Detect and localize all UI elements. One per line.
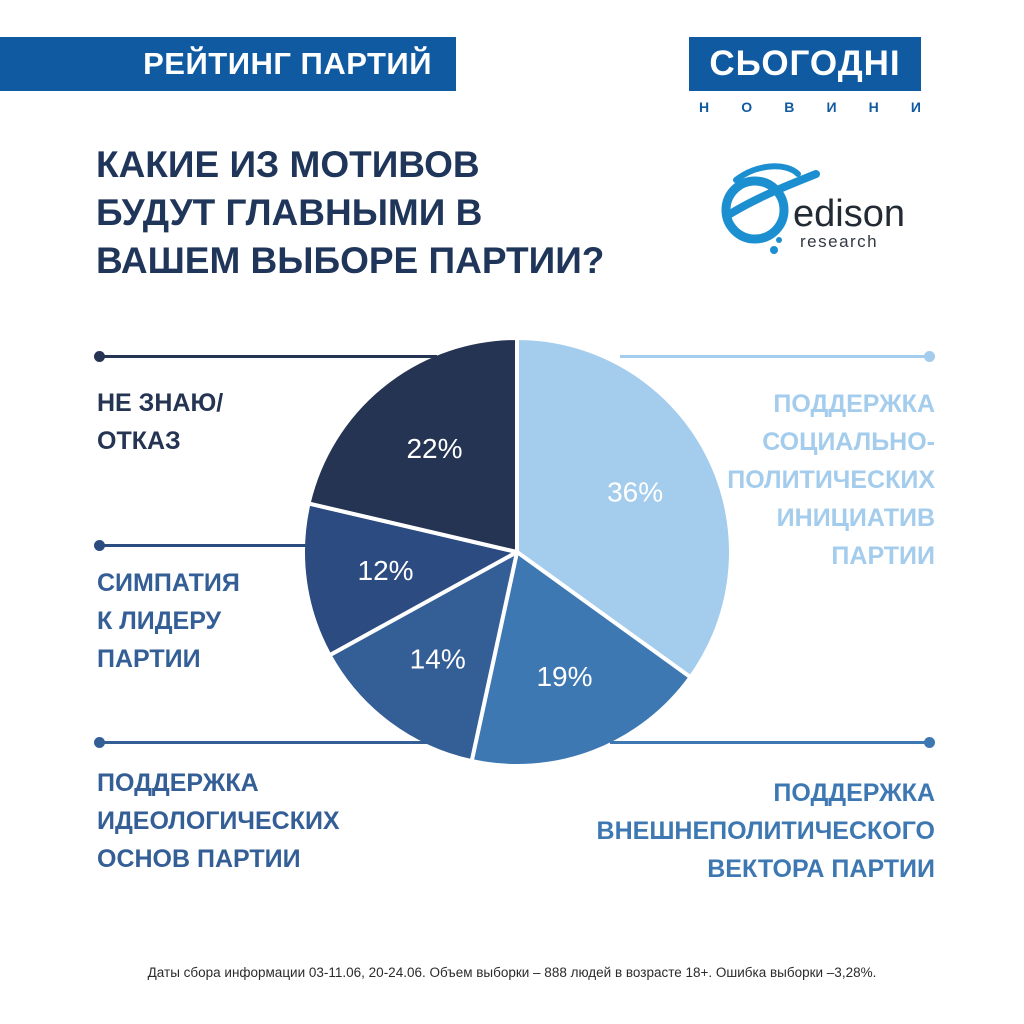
pie-slice-dont-know: [306, 336, 519, 554]
leader-line-leader-sympathy: [94, 540, 309, 551]
pie-value-label-dont-know: 22%: [406, 433, 462, 464]
label-ideology: ПОДДЕРЖКА ИДЕОЛОГИЧЕСКИХ ОСНОВ ПАРТИИ: [97, 769, 340, 873]
logo-sub-letter: И: [826, 99, 837, 115]
pie-value-label-leader-sympathy: 12%: [358, 555, 414, 586]
pie-value-label-foreign-policy: 19%: [536, 661, 592, 692]
chart-title: КАКИЕ ИЗ МОТИВОВ БУДУТ ГЛАВНЫМИ В ВАШЕМ …: [96, 144, 605, 281]
publication-logo-subtitle: Н О В И Н И: [699, 96, 921, 118]
label-dont-know: НЕ ЗНАЮ/ ОТКАЗ: [97, 389, 224, 455]
logo-sub-letter: В: [784, 99, 795, 115]
edison-logo-icon: [721, 163, 820, 254]
logo-sub-letter: Н: [868, 99, 879, 115]
pie-value-label-ideology: 14%: [410, 643, 466, 674]
pie-slice-ideology: [327, 550, 519, 764]
title-banner: РЕЙТИНГ ПАРТИЙ: [0, 37, 456, 91]
leader-line-social-initiatives: [620, 351, 935, 362]
publication-logo: СЬОГОДНІ: [689, 37, 921, 91]
edison-logo-sub: research: [800, 232, 879, 251]
label-foreign-policy: ПОДДЕРЖКА ВНЕШНЕПОЛИТИЧЕСКОГО ВЕКТОРА ПА…: [596, 779, 935, 883]
label-social-initiatives: ПОДДЕРЖКА СОЦИАЛЬНО- ПОЛИТИЧЕСКИХ ИНИЦИА…: [727, 390, 935, 570]
pie-value-label-social-initiatives: 36%: [607, 477, 663, 508]
leader-line-foreign-policy: [610, 737, 935, 748]
pie-slice-social-initiatives: [515, 336, 733, 680]
leader-line-dont-know: [94, 351, 437, 362]
banner-title: РЕЙТИНГ ПАРТИЙ: [143, 46, 432, 81]
logo-sub-letter: Н: [699, 99, 710, 115]
pie-slice-foreign-policy: [469, 550, 693, 768]
publication-logo-text: СЬОГОДНІ: [709, 44, 901, 83]
logo-sub-letter: И: [910, 99, 921, 115]
label-leader-sympathy: СИМПАТИЯ К ЛИДЕРУ ПАРТИИ: [97, 569, 240, 673]
edison-logo-name: edison: [793, 193, 905, 235]
leader-line-ideology: [94, 737, 437, 748]
footnote: Даты сбора информации 03-11.06, 20-24.06…: [147, 965, 877, 980]
logo-sub-letter: О: [741, 99, 753, 115]
